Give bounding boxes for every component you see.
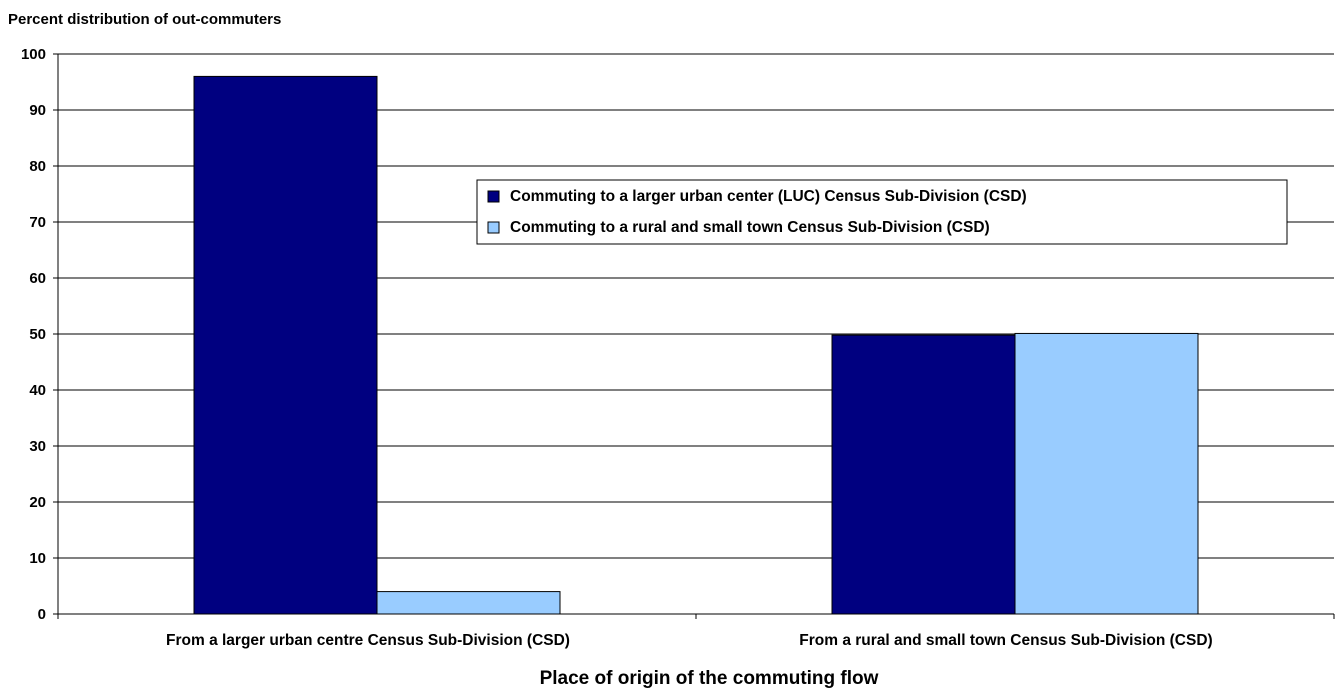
- legend-swatch: [487, 190, 500, 203]
- y-tick-label: 70: [29, 214, 46, 231]
- y-tick-label: 0: [38, 606, 46, 623]
- y-tick-labels: 0 10 20 30 40 50 60 70 80 90 100: [21, 46, 46, 623]
- legend-label: Commuting to a rural and small town Cens…: [510, 219, 990, 236]
- y-tick-label: 60: [29, 270, 46, 287]
- y-tick-label: 40: [29, 382, 46, 399]
- y-tick-label: 30: [29, 438, 46, 455]
- y-tick-label: 100: [21, 46, 46, 63]
- axes: [57, 54, 1335, 619]
- chart-title: Percent distribution of out-commuters: [8, 11, 281, 28]
- category-labels: From a larger urban centre Census Sub-Di…: [166, 632, 1213, 649]
- y-tick-label: 20: [29, 494, 46, 511]
- y-tick-label: 10: [29, 550, 46, 567]
- bar-series-2-cat-2: [1014, 332, 1199, 615]
- bar-series-1-cat-1: [193, 75, 378, 615]
- y-tick-label: 90: [29, 102, 46, 119]
- y-tick-label: 50: [29, 326, 46, 343]
- legend-box: [476, 179, 1288, 245]
- category-label: From a rural and small town Census Sub-D…: [799, 632, 1212, 649]
- legend-swatch: [487, 221, 500, 234]
- bar-series-1-cat-2: [831, 334, 1016, 615]
- bar-series-2-cat-1: [376, 591, 561, 615]
- x-axis-label: Place of origin of the commuting flow: [540, 668, 879, 689]
- legend: Commuting to a larger urban center (LUC)…: [476, 179, 1288, 245]
- category-label: From a larger urban centre Census Sub-Di…: [166, 632, 570, 649]
- bars: [193, 75, 1199, 615]
- y-tick-label: 80: [29, 158, 46, 175]
- legend-label: Commuting to a larger urban center (LUC)…: [510, 188, 1027, 205]
